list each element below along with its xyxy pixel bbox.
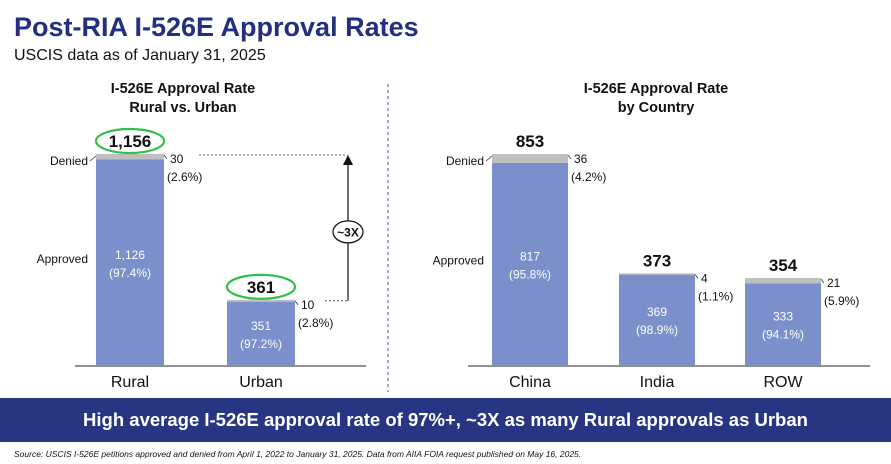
- x-tick-india: India: [640, 374, 675, 391]
- bar-denied-urban: [227, 299, 295, 302]
- highlight-ring-urban: [225, 273, 297, 300]
- label-total-china: 853: [516, 132, 544, 151]
- label-approved-pct-row: (94.1%): [762, 328, 804, 342]
- label-approved-pct-urban: (97.2%): [240, 337, 282, 351]
- legend-approved-label-1: Approved: [37, 252, 88, 266]
- label-denied-pct-row: (5.9%): [824, 294, 859, 308]
- leader-denied-row: [820, 278, 825, 284]
- compare-annotation: ~3X: [337, 225, 359, 239]
- bar-denied-china: [492, 154, 568, 163]
- leader-denied-rural: [163, 154, 168, 160]
- summary-banner: High average I-526E approval rate of 97%…: [0, 398, 891, 442]
- charts-canvas: I-526E Approval Rate Rural vs. Urban 1,126…: [37, 81, 870, 392]
- leader-denied-india: [694, 274, 699, 279]
- leader-denied-urban: [294, 300, 299, 306]
- label-denied-pct-urban: (2.8%): [298, 316, 333, 330]
- label-approved-value-india: 369: [647, 305, 667, 319]
- bar-approved-urban: [227, 301, 295, 366]
- bar-denied-rural: [96, 154, 164, 160]
- page-subtitle: USCIS data as of January 31, 2025: [14, 47, 266, 64]
- bar-approved-rural: [96, 159, 164, 366]
- label-approved-pct-india: (98.9%): [636, 323, 678, 337]
- label-denied-value-row: 21: [827, 276, 841, 290]
- compare-arrow-head: [343, 155, 353, 165]
- label-total-india: 373: [643, 251, 671, 270]
- label-denied-pct-rural: (2.6%): [167, 170, 202, 184]
- label-denied-value-china: 36: [574, 152, 588, 166]
- label-approved-pct-rural: (97.4%): [109, 266, 151, 280]
- legend-approved-label-2: Approved: [433, 253, 484, 267]
- page-title: Post-RIA I-526E Approval Rates: [14, 12, 419, 42]
- legend-denied-label-2: Denied: [446, 154, 484, 168]
- bar-approved-india: [619, 274, 695, 366]
- chart-title-1-line-2: Rural vs. Urban: [129, 100, 236, 116]
- x-tick-china: China: [509, 374, 551, 391]
- compare-badge: [332, 220, 364, 244]
- label-total-row: 354: [769, 256, 798, 275]
- bar-approved-row: [745, 283, 821, 366]
- label-denied-value-urban: 10: [301, 298, 315, 312]
- bar-denied-india: [619, 273, 695, 275]
- legend-denied-leader-2: [485, 155, 493, 162]
- label-approved-value-china: 817: [520, 249, 540, 263]
- label-approved-value-row: 333: [773, 310, 793, 324]
- chart-title-2-line-2: by Country: [618, 100, 695, 116]
- leader-denied-china: [567, 154, 572, 160]
- source-note: Source: USCIS I-526E petitions approved …: [14, 449, 582, 459]
- label-denied-value-india: 4: [701, 271, 708, 285]
- highlight-ring-rural: [94, 127, 166, 155]
- legend-denied-leader-1: [89, 155, 97, 162]
- label-total-urban: 361: [247, 278, 275, 297]
- label-approved-pct-china: (95.8%): [509, 267, 551, 281]
- bar-approved-china: [492, 162, 568, 366]
- label-approved-value-rural: 1,126: [115, 248, 145, 262]
- label-denied-value-rural: 30: [170, 152, 184, 166]
- label-denied-pct-india: (1.1%): [698, 289, 733, 303]
- label-denied-pct-china: (4.2%): [571, 170, 606, 184]
- label-approved-value-urban: 351: [251, 319, 271, 333]
- chart-title-2-line-1: I-526E Approval Rate: [584, 81, 729, 97]
- bar-denied-row: [745, 278, 821, 284]
- x-tick-urban: Urban: [239, 374, 283, 391]
- legend-denied-label-1: Denied: [50, 154, 88, 168]
- x-tick-rural: Rural: [111, 374, 149, 391]
- label-total-rural: 1,156: [109, 132, 152, 151]
- x-tick-row: ROW: [763, 374, 803, 391]
- chart-title-1-line-1: I-526E Approval Rate: [111, 81, 256, 97]
